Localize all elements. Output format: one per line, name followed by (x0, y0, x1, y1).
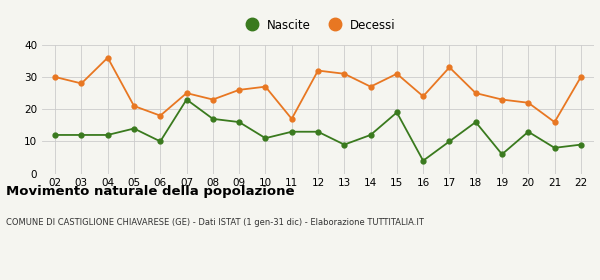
Decessi (130, 104, 137, 108)
Decessi (78, 82, 85, 85)
Nascite (157, 140, 164, 143)
Nascite (393, 111, 400, 114)
Nascite (104, 133, 112, 137)
Nascite (183, 98, 190, 101)
Nascite (551, 146, 558, 150)
Decessi (577, 75, 584, 79)
Decessi (524, 101, 532, 104)
Nascite (524, 130, 532, 134)
Decessi (157, 114, 164, 117)
Line: Decessi: Decessi (53, 55, 583, 125)
Nascite (341, 143, 348, 146)
Nascite (446, 140, 453, 143)
Decessi (288, 117, 295, 121)
Text: COMUNE DI CASTIGLIONE CHIAVARESE (GE) - Dati ISTAT (1 gen-31 dic) - Elaborazione: COMUNE DI CASTIGLIONE CHIAVARESE (GE) - … (6, 218, 424, 227)
Nascite (78, 133, 85, 137)
Nascite (262, 137, 269, 140)
Nascite (314, 130, 322, 134)
Decessi (314, 69, 322, 72)
Decessi (472, 91, 479, 95)
Decessi (419, 95, 427, 98)
Decessi (551, 120, 558, 124)
Nascite (419, 159, 427, 162)
Nascite (499, 153, 506, 156)
Line: Nascite: Nascite (53, 97, 583, 163)
Text: Movimento naturale della popolazione: Movimento naturale della popolazione (6, 185, 295, 198)
Decessi (209, 98, 217, 101)
Decessi (183, 91, 190, 95)
Decessi (393, 72, 400, 76)
Nascite (236, 120, 243, 124)
Nascite (367, 133, 374, 137)
Decessi (341, 72, 348, 76)
Nascite (52, 133, 59, 137)
Decessi (367, 85, 374, 88)
Decessi (104, 56, 112, 59)
Nascite (130, 127, 137, 130)
Nascite (288, 130, 295, 134)
Decessi (446, 66, 453, 69)
Nascite (472, 120, 479, 124)
Legend: Nascite, Decessi: Nascite, Decessi (235, 14, 401, 36)
Nascite (577, 143, 584, 146)
Decessi (262, 85, 269, 88)
Decessi (499, 98, 506, 101)
Decessi (236, 88, 243, 92)
Nascite (209, 117, 217, 121)
Decessi (52, 75, 59, 79)
